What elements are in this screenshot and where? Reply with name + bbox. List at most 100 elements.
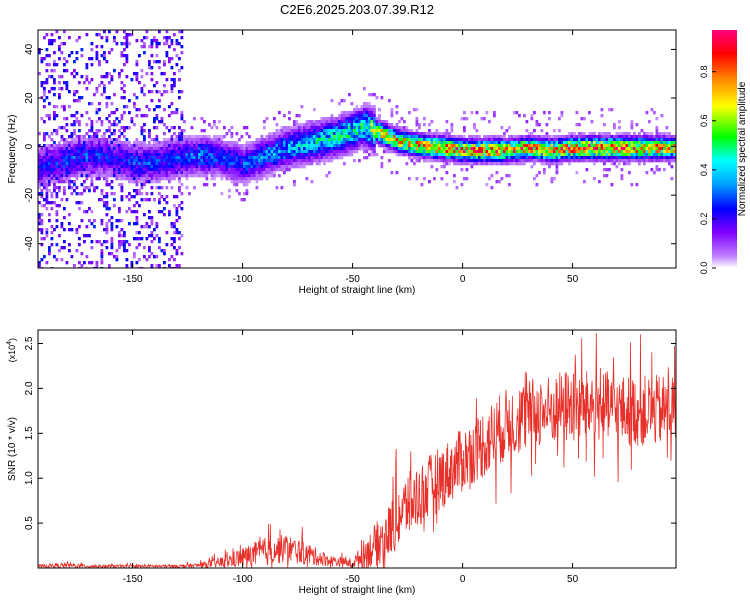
heatmap-cell [525, 120, 529, 124]
heatmap-cell [113, 255, 116, 259]
heatmap-cell [608, 147, 611, 151]
heatmap-cell [200, 135, 204, 139]
heatmap-cell [63, 207, 66, 211]
heatmap-cell [568, 141, 571, 145]
heatmap-cell [378, 141, 381, 145]
heatmap-cell [570, 156, 574, 160]
heatmap-cell [608, 141, 611, 145]
heatmap-cell [130, 180, 134, 184]
heatmap-cell [375, 117, 379, 121]
heatmap-cell [110, 123, 114, 127]
heatmap-cell [258, 165, 261, 169]
heatmap-cell [360, 129, 364, 133]
heatmap-cell [560, 144, 564, 148]
heatmap-cell [168, 174, 171, 178]
heatmap-cell [95, 87, 99, 91]
heatmap-cell [470, 162, 474, 166]
heatmap-cell [368, 147, 371, 151]
heatmap-cell [125, 168, 129, 172]
heatmap-cell [128, 33, 131, 37]
heatmap-cell [560, 135, 564, 139]
heatmap-cell [143, 45, 146, 49]
heatmap-cell [255, 147, 259, 151]
heatmap-cell [590, 153, 594, 157]
heatmap-cell [58, 159, 61, 163]
heatmap-cell [498, 147, 501, 151]
heatmap-cell [625, 162, 629, 166]
heatmap-cell [113, 138, 116, 142]
heatmap-cell [163, 132, 166, 136]
heatmap-cell [243, 171, 246, 175]
heatmap-cell [303, 135, 306, 139]
heatmap-cell [208, 162, 211, 166]
heatmap-cell [150, 138, 154, 142]
heatmap-cell [555, 159, 559, 163]
heatmap-cell [353, 129, 356, 133]
heatmap-cell [430, 150, 434, 154]
heatmap-cell [635, 159, 639, 163]
heatmap-cell [143, 135, 146, 139]
heatmap-cell [88, 171, 91, 175]
heatmap-cell [160, 162, 164, 166]
heatmap-cell [50, 75, 54, 79]
heatmap-cell [63, 63, 66, 67]
heatmap-cell [210, 153, 214, 157]
heatmap-cell [180, 117, 184, 121]
heatmap-cell [350, 120, 354, 124]
heatmap-cell [105, 141, 109, 145]
heatmap-cell [98, 156, 101, 160]
heatmap-cell [243, 180, 246, 184]
heatmap-cell [240, 150, 244, 154]
heatmap-cell [83, 186, 86, 190]
heatmap-cell [138, 204, 141, 208]
heatmap-cell [578, 138, 581, 142]
heatmap-cell [505, 129, 509, 133]
heatmap-cell [615, 135, 619, 139]
heatmap-cell [505, 150, 509, 154]
heatmap-cell [430, 153, 434, 157]
heatmap-cell [223, 135, 226, 139]
heatmap-cell [100, 255, 104, 259]
heatmap-cell [235, 159, 239, 163]
heatmap-cell [395, 105, 399, 109]
heatmap-cell [110, 228, 114, 232]
heatmap-cell [173, 150, 176, 154]
heatmap-cell [140, 165, 144, 169]
heatmap-cell [380, 156, 384, 160]
heatmap-cell [150, 66, 154, 70]
heatmap-cell [348, 147, 351, 151]
heatmap-cell [45, 96, 49, 100]
heatmap-cell [568, 135, 571, 139]
heatmap-cell [90, 102, 94, 106]
heatmap-cell [200, 171, 204, 175]
heatmap-cell [103, 162, 106, 166]
heatmap-cell [300, 156, 304, 160]
heatmap-cell [103, 168, 106, 172]
heatmap-cell [173, 162, 176, 166]
heatmap-cell [485, 159, 489, 163]
heatmap-cell [245, 144, 249, 148]
heatmap-cell [65, 141, 69, 145]
heatmap-cell [123, 246, 126, 250]
heatmap-cell [38, 132, 41, 136]
heatmap-cell [278, 138, 281, 142]
heatmap-cell [240, 171, 244, 175]
heatmap-cell [418, 123, 421, 127]
heatmap-cell [288, 153, 291, 157]
heatmap-cell [453, 150, 456, 154]
heatmap-cell [173, 81, 176, 85]
heatmap-cell [263, 147, 266, 151]
heatmap-cell [143, 36, 146, 40]
heatmap-cell [345, 147, 349, 151]
heatmap-cell [185, 141, 189, 145]
heatmap-cell [388, 144, 391, 148]
heatmap-cell [48, 150, 51, 154]
heatmap-cell [163, 150, 166, 154]
heatmap-cell [275, 153, 279, 157]
heatmap-cell [60, 144, 64, 148]
heatmap-cell [245, 153, 249, 157]
heatmap-cell [543, 138, 546, 142]
heatmap-cell [303, 123, 306, 127]
heatmap-cell [208, 165, 211, 169]
heatmap-cell [53, 255, 56, 259]
